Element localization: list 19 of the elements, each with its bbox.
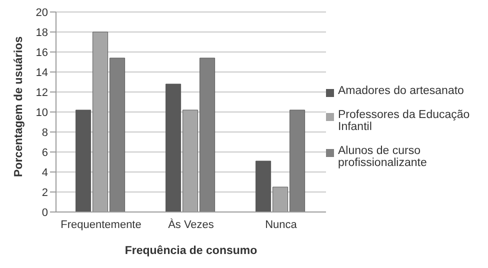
y-tick-label: 8 (42, 126, 48, 139)
y-tick-label: 0 (42, 206, 48, 219)
x-tick-label: Às Vezes (168, 218, 214, 231)
x-tick-label: Frequentemente (60, 218, 142, 231)
y-tick-label: 6 (42, 146, 48, 159)
legend-label: Amadores do artesanato (338, 85, 464, 97)
y-tick-label: 2 (42, 186, 48, 199)
y-tick-label: 16 (36, 46, 48, 59)
y-tick-label: 20 (36, 6, 48, 19)
y-tick-label: 14 (36, 66, 48, 79)
legend-label: Alunos de curso profissionalizante (338, 145, 428, 169)
x-tick-label: Nunca (265, 218, 298, 231)
y-axis-title: Porcentagem de usuários (13, 36, 26, 177)
legend-label: Professores da Educação Infantil (338, 109, 471, 133)
y-tick-label: 4 (42, 166, 48, 179)
y-tick-label: 10 (36, 106, 48, 119)
y-tick-label: 12 (36, 86, 48, 99)
x-axis-title: Frequência de consumo (124, 245, 258, 257)
y-tick-label: 18 (36, 26, 48, 39)
